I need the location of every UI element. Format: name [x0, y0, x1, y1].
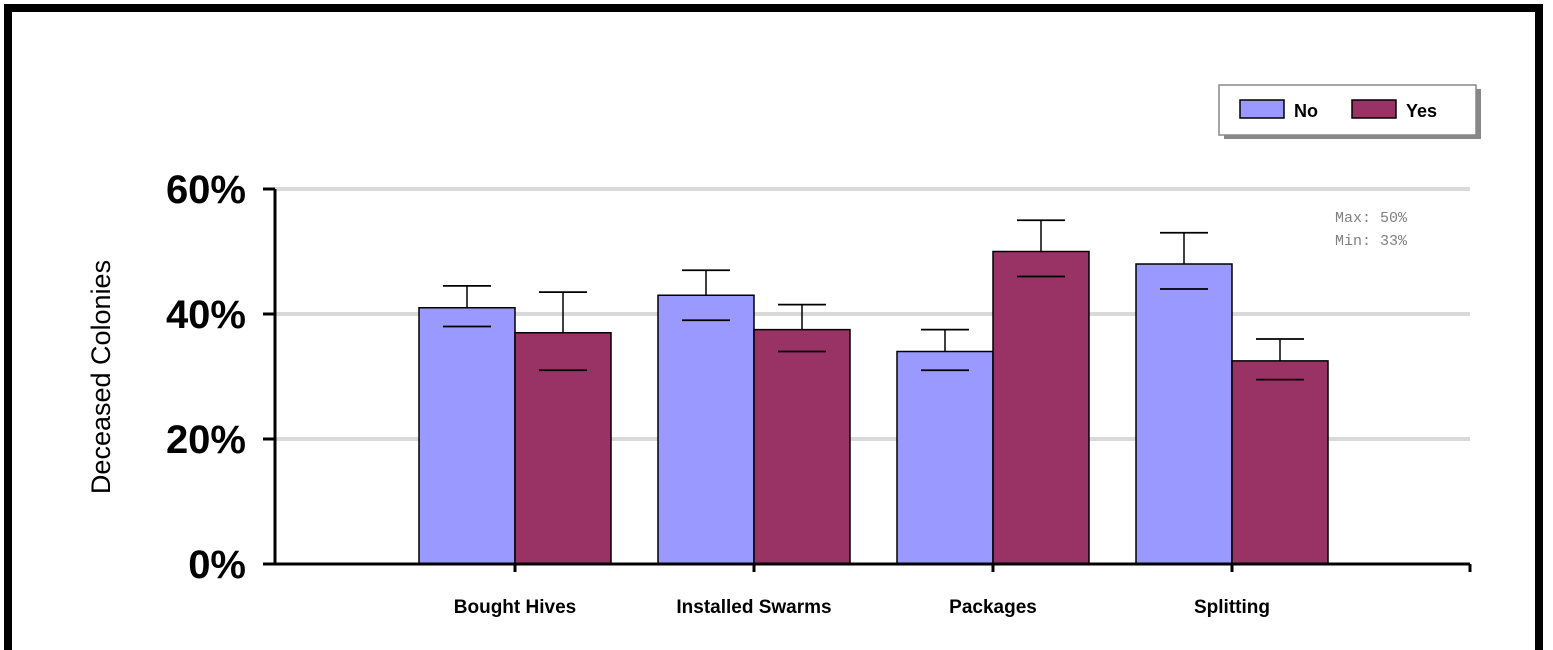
stat-max: Max: 50% — [1335, 210, 1408, 227]
y-tick-label: 40% — [166, 293, 246, 337]
legend-label-yes: Yes — [1406, 101, 1437, 121]
y-axis-label: Deceased Colonies — [86, 260, 116, 494]
x-tick-label: Packages — [949, 597, 1037, 618]
chart-frame — [4, 4, 1543, 650]
bar-yes-0 — [514, 332, 612, 565]
x-tick-label: Splitting — [1194, 597, 1270, 618]
y-tick-label: 20% — [166, 418, 246, 462]
legend: No Yes — [1218, 84, 1481, 139]
x-tick-labels: Bought Hives Installed Swarms Packages Spli… — [454, 564, 1270, 618]
stat-min: Min: 33% — [1335, 233, 1408, 250]
y-tick-label: 60% — [166, 168, 246, 212]
bar-yes-2 — [992, 250, 1090, 565]
axes — [273, 189, 1470, 566]
y-tick-label: 0% — [188, 543, 246, 587]
bar-yes-1 — [753, 328, 851, 565]
bar-yes-3 — [1231, 360, 1329, 565]
legend-swatch-yes — [1351, 99, 1397, 119]
bar-no-0 — [418, 307, 516, 565]
stats-annotation: Max: 50% Min: 33% — [1335, 210, 1408, 250]
x-tick-label: Bought Hives — [454, 597, 576, 618]
y-tick-labels: 0% 20% 40% 60% — [166, 168, 1472, 587]
bar-no-2 — [896, 350, 994, 565]
x-tick-label: Installed Swarms — [676, 597, 831, 618]
bar-no-3 — [1135, 263, 1233, 565]
bar-no-1 — [657, 294, 755, 565]
legend-swatch-no — [1239, 99, 1285, 119]
bars — [418, 219, 1329, 565]
legend-label-no: No — [1294, 101, 1318, 121]
